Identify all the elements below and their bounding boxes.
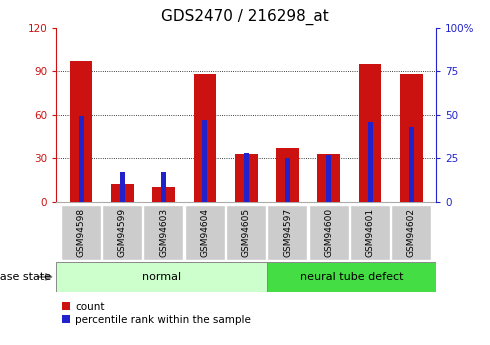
- Text: GSM94602: GSM94602: [407, 208, 416, 257]
- Bar: [244, 153, 249, 202]
- Bar: [111, 185, 134, 202]
- Legend: count, percentile rank within the sample: count, percentile rank within the sample: [62, 302, 251, 325]
- Text: GSM94601: GSM94601: [366, 208, 374, 257]
- Bar: [161, 172, 166, 202]
- Bar: [194, 74, 216, 202]
- Bar: [235, 154, 258, 202]
- Text: GSM94604: GSM94604: [200, 208, 209, 257]
- Text: GSM94598: GSM94598: [76, 208, 86, 257]
- Bar: [152, 187, 175, 202]
- Text: GSM94599: GSM94599: [118, 208, 127, 257]
- Bar: [318, 154, 340, 202]
- FancyBboxPatch shape: [185, 205, 225, 260]
- Bar: [268, 262, 436, 292]
- Bar: [285, 158, 290, 202]
- Bar: [70, 61, 93, 202]
- Text: neural tube defect: neural tube defect: [300, 272, 403, 282]
- Text: GSM94605: GSM94605: [242, 208, 251, 257]
- Bar: [78, 117, 84, 202]
- Bar: [326, 155, 331, 202]
- FancyBboxPatch shape: [144, 205, 183, 260]
- Text: GSM94600: GSM94600: [324, 208, 333, 257]
- Text: normal: normal: [142, 272, 181, 282]
- FancyBboxPatch shape: [61, 205, 101, 260]
- Bar: [359, 64, 381, 202]
- Text: GDS2470 / 216298_at: GDS2470 / 216298_at: [161, 9, 329, 25]
- FancyBboxPatch shape: [350, 205, 390, 260]
- Bar: [120, 172, 125, 202]
- Bar: [56, 262, 268, 292]
- FancyBboxPatch shape: [102, 205, 142, 260]
- Bar: [202, 120, 207, 202]
- Text: disease state: disease state: [0, 272, 51, 282]
- FancyBboxPatch shape: [391, 205, 431, 260]
- FancyBboxPatch shape: [267, 205, 307, 260]
- Bar: [368, 122, 372, 202]
- Bar: [409, 127, 414, 202]
- FancyBboxPatch shape: [226, 205, 266, 260]
- Text: GSM94597: GSM94597: [283, 208, 292, 257]
- Bar: [400, 74, 423, 202]
- Bar: [276, 148, 299, 202]
- FancyBboxPatch shape: [309, 205, 348, 260]
- Text: GSM94603: GSM94603: [159, 208, 168, 257]
